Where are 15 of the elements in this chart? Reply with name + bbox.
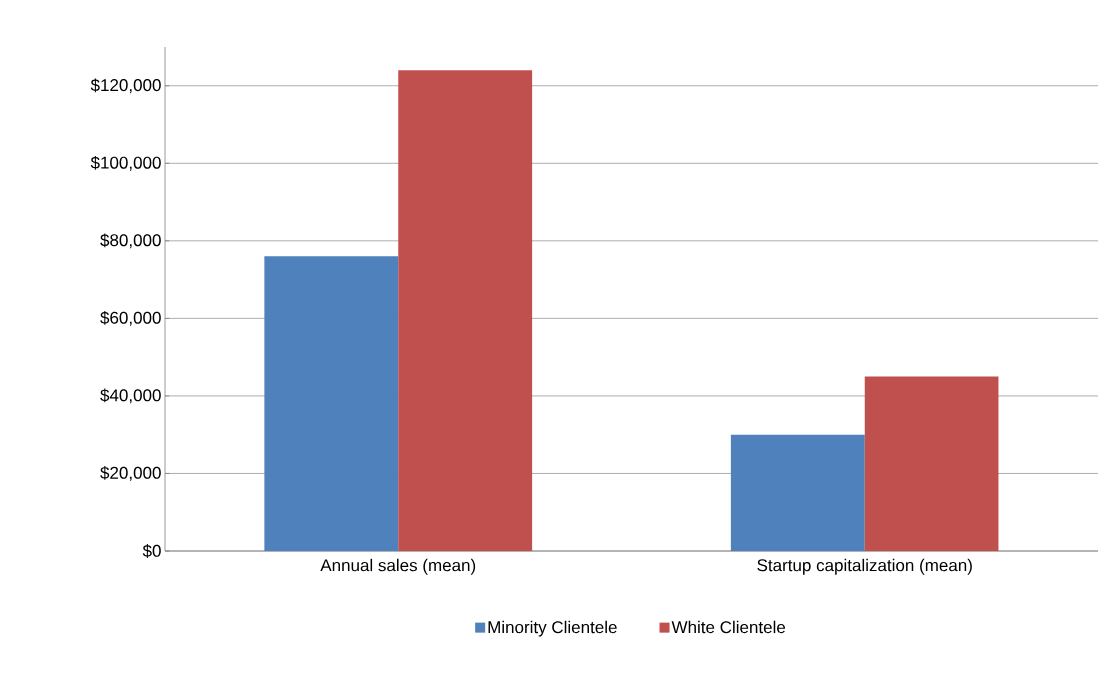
y-tick-label: $40,000 [100, 388, 161, 404]
y-tick-label: $60,000 [100, 311, 161, 326]
y-tick-label: $0 [142, 544, 161, 558]
x-tick-label: Annual sales (mean) [320, 558, 476, 575]
bar [730, 434, 865, 551]
y-tick-label: $20,000 [100, 466, 161, 481]
bar [264, 256, 399, 551]
x-tick-label: Startup capitalization (mean) [757, 558, 972, 575]
bar [398, 70, 533, 551]
legend-label: White Clientele [671, 620, 786, 634]
y-tick-label: $100,000 [90, 155, 161, 171]
legend-label: Minority Clientele [488, 620, 617, 637]
bar [864, 376, 999, 551]
y-tick-label: $80,000 [100, 233, 161, 249]
y-tick-label: $120,000 [90, 78, 161, 94]
